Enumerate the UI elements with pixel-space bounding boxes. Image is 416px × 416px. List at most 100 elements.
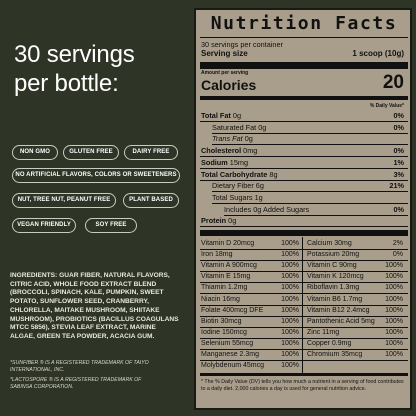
row-divider bbox=[200, 167, 408, 169]
nutrient-amount: 0g bbox=[244, 134, 253, 144]
badge-nut-free: NUT, TREE NUT, PEANUT FREE bbox=[12, 193, 116, 208]
medium-divider bbox=[200, 96, 408, 100]
vitamin-dv: 100% bbox=[385, 351, 403, 358]
trademark-sunfiber: *SUNFIBER ® IS A REGISTERED TRADEMARK OF… bbox=[10, 360, 149, 373]
vitamin-row-divider bbox=[200, 337, 408, 339]
nutrient-amount: 15mg bbox=[229, 157, 249, 167]
vitamin-name: Vitamin B6 1.7mg bbox=[307, 295, 363, 303]
nutrient-amount: 8g bbox=[269, 169, 278, 179]
vitamin-dv: 100% bbox=[281, 273, 299, 281]
nutrient-dv: 0% bbox=[393, 204, 404, 214]
trademark-lactospore: *LACTOSPORE ® IS A REGISTERED TRADEMARK … bbox=[10, 377, 142, 390]
nutrient-name: Total Carbohydrate bbox=[201, 169, 268, 179]
nutrient-name: Sodium bbox=[201, 157, 228, 167]
nutrient-dv: 3% bbox=[393, 169, 404, 179]
serving-size-label: Serving size bbox=[201, 49, 248, 58]
row-divider bbox=[200, 156, 408, 158]
ingredients-text: INGREDIENTS: GUAR FIBER, NATURAL FLAVORS… bbox=[10, 272, 179, 340]
vitamin-name: Iron 18mg bbox=[201, 251, 233, 259]
vitamin-dv: 2% bbox=[392, 240, 403, 247]
footnote: * The % Daily Value (DV) tells you how m… bbox=[201, 379, 404, 393]
vitamin-dv: 100% bbox=[385, 306, 403, 314]
row-divider bbox=[200, 226, 408, 228]
nutrient-name: Saturated Fat bbox=[212, 122, 257, 132]
vitamin-name: Potassium 20mg bbox=[307, 251, 360, 259]
badge-soy-free: SOY FREE bbox=[85, 218, 137, 233]
vitamin-row-divider bbox=[200, 360, 408, 361]
left-panel: 30 servings per bottle: NON GMO GLUTEN F… bbox=[0, 0, 188, 416]
badge-plant-based: PLANT BASED bbox=[123, 193, 179, 208]
vitamin-dv: 100% bbox=[281, 362, 299, 370]
vitamin-name: Folate 400mcg DFE bbox=[201, 306, 264, 314]
vitamin-name: Vitamin E 15mg bbox=[201, 273, 251, 281]
vitamin-name: Manganese 2.3mg bbox=[201, 351, 259, 358]
vitamin-dv: 100% bbox=[385, 295, 403, 303]
vitamin-dv: 100% bbox=[281, 295, 299, 303]
nutrient-name: Cholesterol bbox=[201, 146, 242, 156]
vitamin-name: Iodine 150mcg bbox=[201, 328, 247, 336]
vitamin-name: Vitamin B12 2.4mcg bbox=[307, 306, 370, 314]
vitamin-dv: 100% bbox=[385, 339, 403, 347]
nutrition-facts-title: Nutrition Facts bbox=[210, 13, 398, 34]
vitamin-row-divider bbox=[200, 326, 408, 328]
vitamin-name: Molybdenum 45mcg bbox=[201, 362, 265, 370]
vitamin-row-divider bbox=[200, 293, 408, 295]
vitamin-dv: 100% bbox=[385, 284, 403, 292]
servings-per-container: 30 servings per container bbox=[201, 40, 283, 49]
nutrient-dv: 21% bbox=[389, 181, 404, 191]
nutrient-amount: 0g bbox=[228, 216, 237, 226]
vitamin-dv: 100% bbox=[385, 317, 403, 325]
calories-value: 20 bbox=[382, 72, 404, 93]
nutrient-dv: 0% bbox=[393, 146, 404, 156]
footnote-divider bbox=[200, 373, 408, 376]
vitamin-row-divider bbox=[200, 282, 408, 284]
vitamin-dv: 100% bbox=[281, 284, 299, 292]
vitamin-dv: 0% bbox=[392, 251, 403, 259]
row-divider bbox=[212, 202, 408, 204]
nutrient-row-label: Total Fat 0g bbox=[201, 111, 241, 120]
vitamin-name: Vitamin A 900mcg bbox=[201, 262, 257, 270]
row-divider bbox=[200, 179, 408, 181]
divider bbox=[200, 37, 408, 38]
nutrient-amount: 0g bbox=[258, 122, 267, 132]
nutrient-dv: 0% bbox=[393, 122, 404, 132]
nutrient-amount: 6g bbox=[255, 181, 264, 191]
vitamin-name: Vitamin D 20mcg bbox=[201, 240, 255, 247]
nutrient-dv: 1% bbox=[393, 157, 404, 167]
row-divider bbox=[224, 214, 408, 216]
calories-label: Calories bbox=[201, 77, 257, 93]
vitamin-name: Chromium 35mcg bbox=[307, 351, 363, 358]
nutrient-row-label: Sodium 15mg bbox=[201, 158, 248, 167]
vitamin-row-divider bbox=[200, 304, 408, 306]
badge-vegan-friendly: VEGAN FRIENDLY bbox=[12, 218, 76, 233]
vitamin-dv: 100% bbox=[281, 328, 299, 336]
nutrient-name: Protein bbox=[201, 216, 227, 226]
vitamin-dv: 100% bbox=[281, 262, 299, 270]
nutrient-name: Includes bbox=[224, 204, 252, 214]
row-divider bbox=[212, 144, 408, 146]
nutrient-row-label: Protein 0g bbox=[201, 216, 236, 225]
badge-no-artificial: NO ARTIFICIAL FLAVORS, COLORS OR SWEETEN… bbox=[12, 168, 180, 183]
nutrient-row-label: Total Carbohydrate 8g bbox=[201, 170, 278, 179]
headline-line-2: per bottle: bbox=[14, 70, 119, 97]
vitamin-row-divider bbox=[200, 348, 408, 350]
vitamin-name: Thiamin 1.2mg bbox=[201, 284, 248, 292]
vitamin-name: Pantothenic Acid 5mg bbox=[307, 317, 375, 325]
vitamin-name: Niacin 16mg bbox=[201, 295, 240, 303]
vitamin-dv: 100% bbox=[281, 351, 299, 358]
nutrition-facts-panel: Nutrition Facts 30 servings per containe… bbox=[194, 8, 412, 410]
badge-dairy-free: DAIRY FREE bbox=[124, 145, 178, 160]
row-divider bbox=[212, 191, 408, 193]
nutrient-amount: 1g bbox=[254, 192, 263, 202]
serving-size-value: 1 scoop (10g) bbox=[352, 49, 404, 58]
nutrient-amount: 0g bbox=[232, 111, 242, 120]
nutrient-row-label: Saturated Fat 0g bbox=[212, 123, 266, 132]
vitamin-dv: 100% bbox=[385, 262, 403, 270]
daily-value-header: % Daily Value* bbox=[369, 103, 404, 109]
thick-divider bbox=[200, 62, 408, 69]
nutrient-row-label: Total Sugars 1g bbox=[212, 193, 263, 202]
vitamin-column-divider bbox=[302, 237, 303, 373]
vitamin-row-divider bbox=[200, 249, 408, 250]
vitamin-row-divider bbox=[200, 271, 408, 273]
servings-headline: 30 servings per bottle: bbox=[14, 40, 184, 98]
